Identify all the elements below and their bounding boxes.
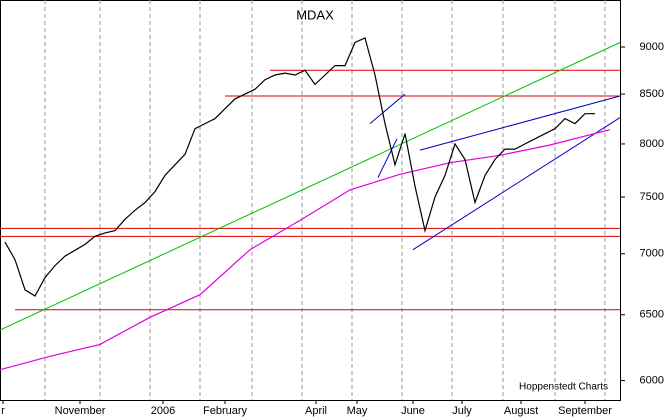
y-tick-label: 9000 (640, 41, 664, 53)
y-tick-label: 6000 (640, 374, 664, 386)
chart-title: MDAX (296, 7, 334, 22)
x-tick-label: July (452, 405, 472, 417)
x-tick-label: 2006 (151, 405, 175, 417)
y-tick-label: 8000 (640, 138, 664, 150)
y-tick-label: 6500 (640, 309, 664, 321)
x-tick-label: r (1, 405, 5, 417)
x-tick-label: November (55, 405, 106, 417)
trend-line (412, 117, 621, 251)
y-tick-label: 7500 (640, 191, 664, 203)
price-line (4, 37, 595, 297)
x-tick-label: September (558, 405, 612, 417)
trend-line (369, 93, 406, 124)
y-tick-label: 8500 (640, 88, 664, 100)
trend-line (419, 95, 621, 151)
y-tick-label: 7000 (640, 248, 664, 260)
annotation: Hoppenstedt Charts (519, 382, 608, 393)
x-tick-label: February (203, 405, 248, 417)
plot-frame (0, 0, 621, 401)
x-tick-label: April (305, 405, 327, 417)
x-tick-label: August (504, 405, 538, 417)
x-tick-label: June (401, 405, 425, 417)
trend-line (0, 42, 621, 331)
x-tick-label: May (347, 405, 368, 417)
trend-line (377, 138, 398, 178)
moving-average (0, 129, 611, 371)
